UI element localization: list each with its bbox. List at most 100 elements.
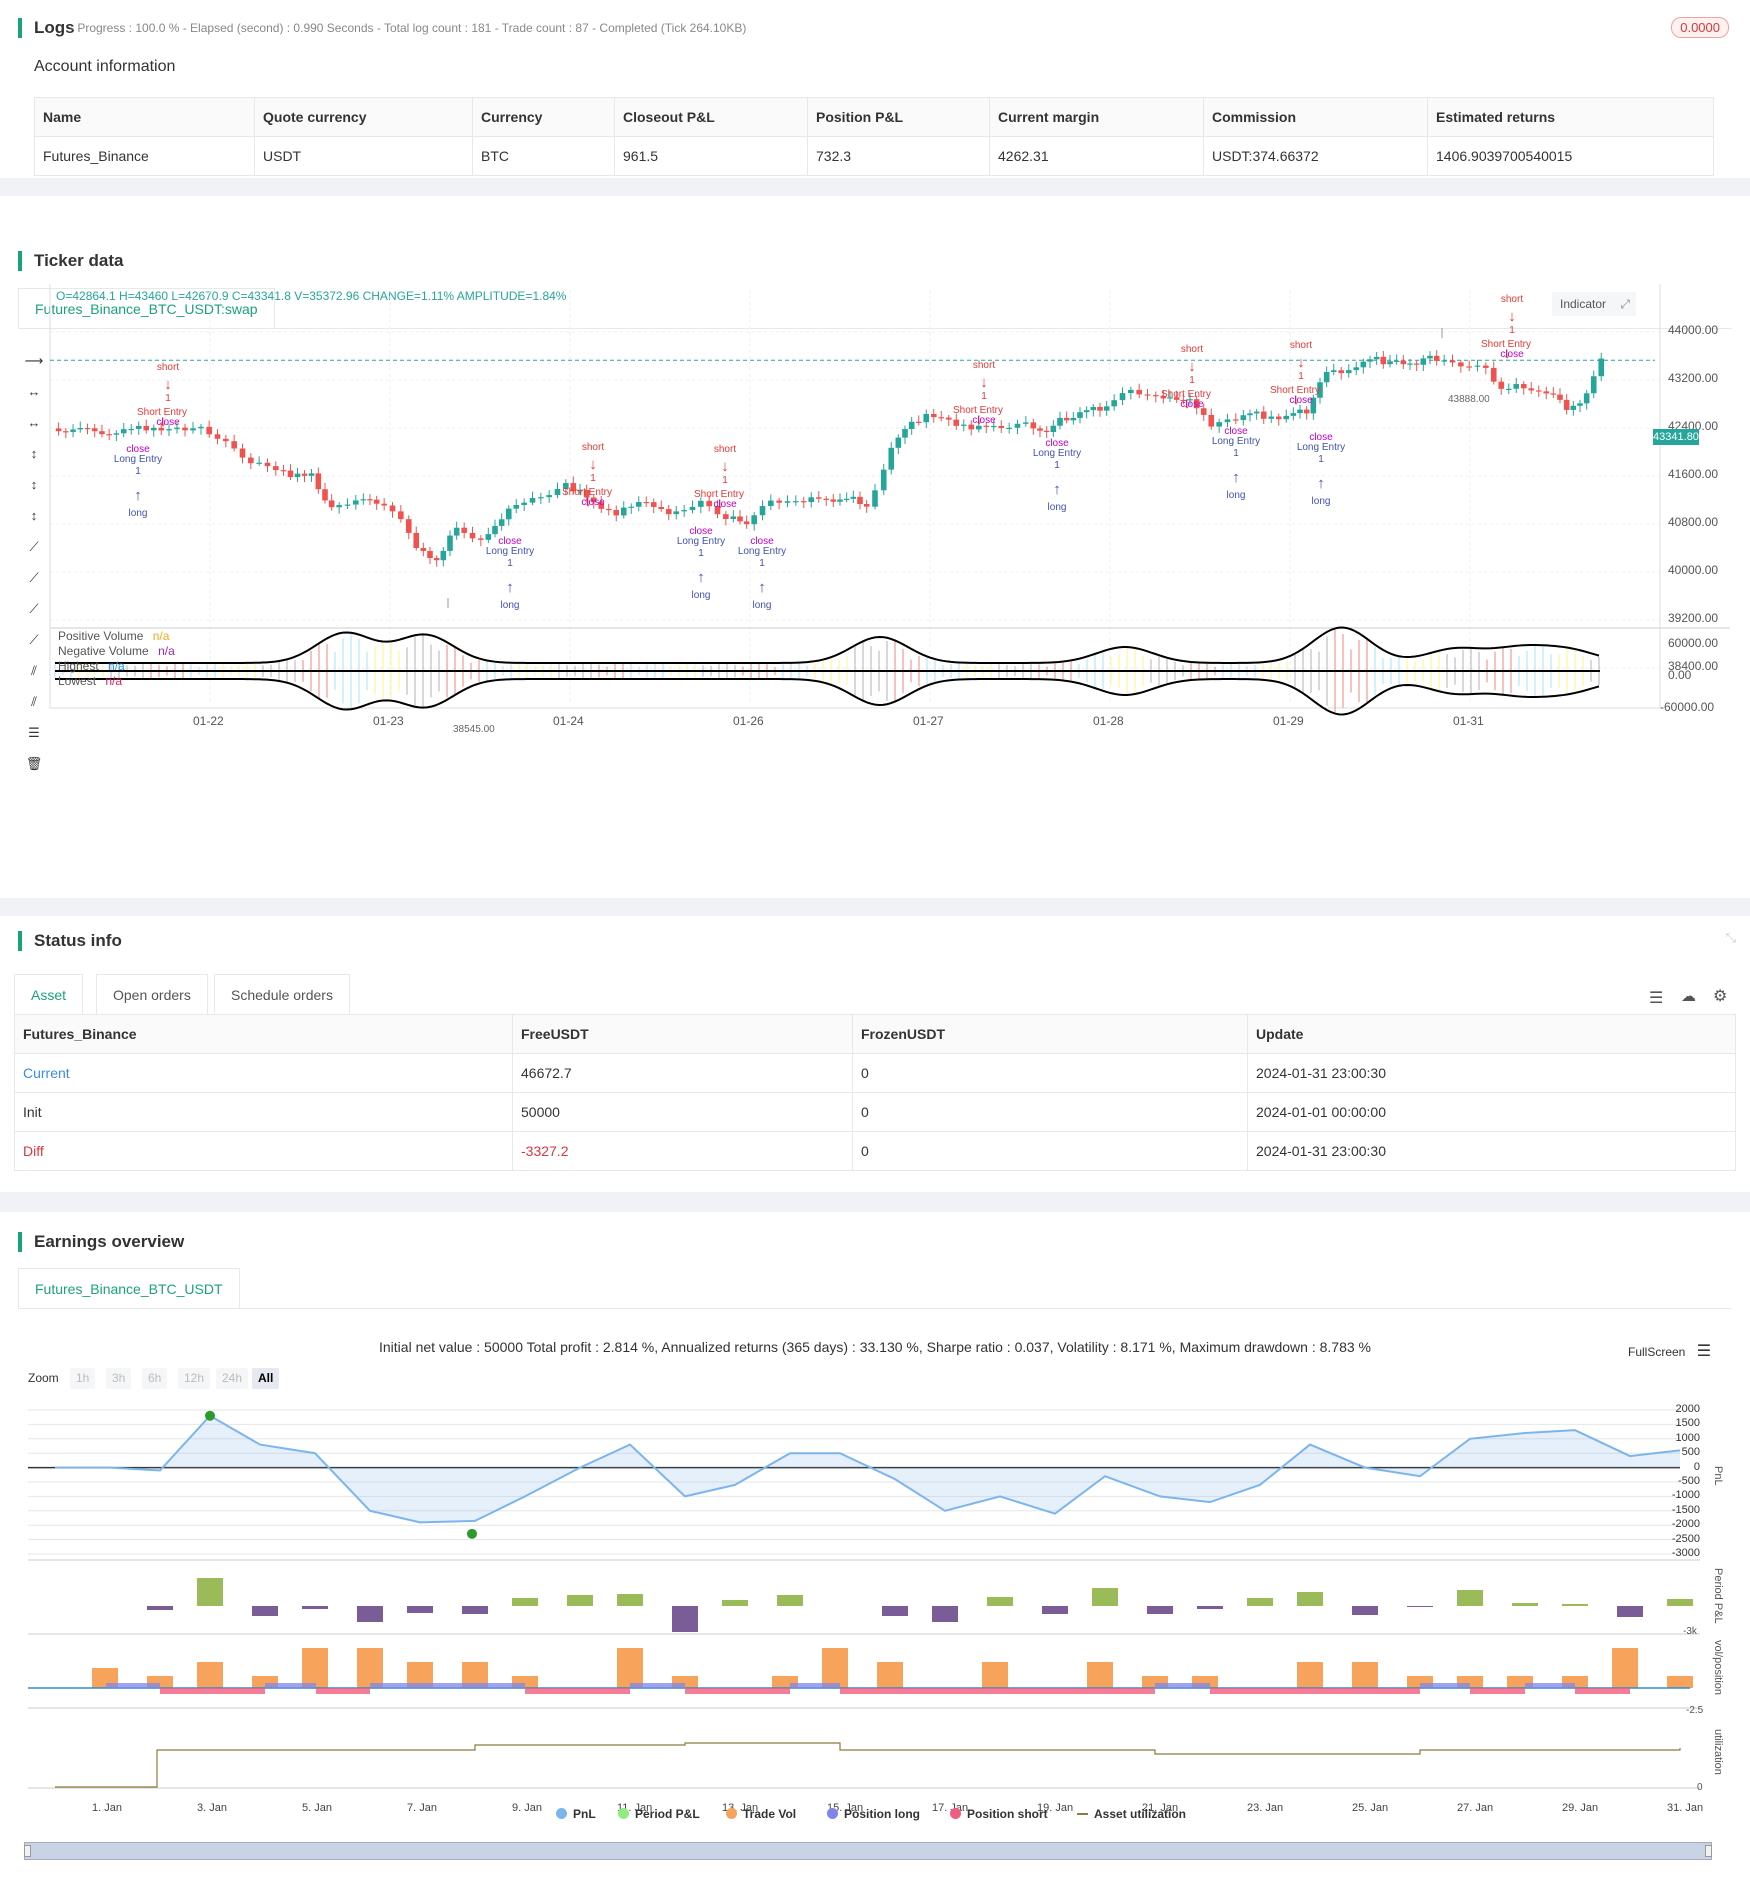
trade-vol-bar: [197, 1662, 223, 1688]
parallel-channel-icon[interactable]: ⫽: [31, 663, 37, 678]
earnings-chart[interactable]: [0, 1390, 1750, 1890]
tab-schedule-orders[interactable]: Schedule orders: [214, 974, 350, 1014]
candle-body: [1173, 397, 1180, 400]
candle-body: [689, 506, 696, 511]
x-date-label: 19. Jan: [1037, 1802, 1074, 1814]
legend-highest: Highest n/a: [58, 659, 125, 673]
tab-asset[interactable]: Asset: [14, 974, 84, 1014]
account-cell: 4262.31: [989, 136, 1204, 176]
candle-body: [1070, 417, 1077, 421]
tab-ticker-symbol[interactable]: Futures_Binance_BTC_USDT:swap: [18, 288, 275, 328]
indicator-button[interactable]: Indicator ⤢: [1552, 292, 1636, 316]
trade-vol-bar: [1297, 1662, 1323, 1688]
asset-cell: 46672.7: [512, 1053, 853, 1093]
candle-body: [1433, 355, 1440, 361]
signal-label: Short Entry: [1161, 389, 1211, 400]
candle-body: [1103, 406, 1110, 411]
candle-body: [498, 519, 505, 526]
candle-body: [1037, 428, 1043, 431]
fib-channel-icon[interactable]: ⫽: [31, 694, 37, 709]
x-date-label: 21. Jan: [1142, 1802, 1179, 1814]
util-tick: 0: [1697, 1782, 1703, 1793]
candle-body: [673, 511, 680, 515]
fullscreen-button[interactable]: FullScreen ☰: [1628, 1343, 1712, 1360]
expand-icon[interactable]: ⤢: [1620, 297, 1630, 311]
cloud-download-icon[interactable]: ☁: [1681, 988, 1696, 1005]
legend-label: PnL: [573, 1807, 596, 1821]
signal-label: Short Entry: [137, 407, 187, 418]
list-icon[interactable]: ☰: [1649, 990, 1664, 1007]
legend-negative-volume: Negative Volume n/a: [58, 644, 175, 658]
candle-body: [1208, 414, 1215, 427]
zoom-3h[interactable]: 3h: [106, 1368, 132, 1389]
period-bar: [882, 1606, 908, 1616]
signal-label: Short Entry: [953, 405, 1003, 416]
collapse-icon[interactable]: ⤡: [1725, 930, 1736, 945]
signal-label: 1: [1189, 375, 1195, 386]
signal-label: close: [689, 526, 713, 537]
position-short-bar: [316, 1688, 370, 1694]
candle-body: [84, 427, 91, 430]
zoom-12h[interactable]: 12h: [178, 1368, 211, 1389]
price-tick: 40000.00: [1668, 563, 1719, 577]
tab-earnings-symbol[interactable]: Futures_Binance_BTC_USDT: [18, 1268, 240, 1308]
zoom-1h[interactable]: 1h: [70, 1368, 96, 1389]
account-header: Current margin: [989, 97, 1204, 137]
candle-body: [453, 527, 460, 536]
signal-label: 1: [1233, 448, 1239, 459]
candle-body: [469, 532, 476, 539]
candle-body: [135, 425, 142, 429]
candle-body: [1528, 388, 1535, 391]
trend-line-icon[interactable]: ⟋: [29, 539, 39, 554]
zoom-6h[interactable]: 6h: [142, 1368, 168, 1389]
period-bar: [407, 1606, 433, 1613]
candle-body: [1590, 376, 1597, 394]
trash-icon[interactable]: 🗑: [25, 756, 43, 771]
x-date-label: 5. Jan: [302, 1802, 332, 1814]
segment-line-icon[interactable]: ⟋: [29, 601, 39, 616]
fib-retracement-icon[interactable]: ☰: [28, 725, 40, 740]
candle-body: [328, 500, 335, 508]
vertical-segment-icon[interactable]: ↕: [30, 508, 38, 523]
earnings-summary: Initial net value : 50000 Total profit :…: [379, 1339, 1371, 1355]
menu-icon[interactable]: ☰: [1696, 1343, 1712, 1360]
legend-dot: [618, 1808, 629, 1819]
candle-body: [945, 417, 952, 420]
zoom-all[interactable]: All: [252, 1368, 280, 1389]
trade-vol-bar: [1087, 1662, 1113, 1688]
candle-body: [1393, 360, 1400, 362]
asset-utilization-line: [55, 1742, 1681, 1788]
vertical-ray-icon[interactable]: ↕: [30, 477, 38, 492]
navigator-handle-right[interactable]: [1705, 1845, 1712, 1857]
candle-body: [273, 466, 279, 471]
account-header: Position P&L: [807, 97, 990, 137]
arrow-down-icon: ↓: [1188, 358, 1196, 375]
vertical-line-icon[interactable]: ↕: [30, 446, 38, 461]
navigator-bar[interactable]: [24, 1842, 1712, 1860]
candle-body: [1043, 430, 1050, 432]
candle-body: [166, 429, 172, 431]
navigator-handle-left[interactable]: [24, 1845, 31, 1857]
date-tick: 01-31: [1453, 714, 1484, 728]
asset-header-row: Futures_Binance FreeUSDT FrozenUSDT Upda…: [14, 1014, 1736, 1054]
extended-line-icon[interactable]: ↔: [27, 415, 41, 430]
candle-body: [190, 428, 196, 431]
tab-open-orders[interactable]: Open orders: [96, 974, 208, 1014]
zoom-24h[interactable]: 24h: [216, 1368, 249, 1389]
settings-icon[interactable]: ⚙: [1713, 988, 1728, 1005]
price-line-icon[interactable]: ⟋: [29, 632, 39, 647]
candle-body: [1063, 417, 1070, 421]
asset-cell: 0: [852, 1092, 1248, 1132]
candle-body: [239, 448, 246, 458]
candle-body: [280, 470, 287, 472]
period-bar: [1092, 1588, 1118, 1606]
period-bar: [462, 1606, 488, 1614]
logs-panel: Logs - Progress : 100.0 % - Elapsed (sec…: [0, 0, 1750, 178]
candle-body: [63, 431, 69, 433]
horizontal-line-icon[interactable]: ⟶: [24, 353, 44, 368]
candle-body: [1275, 416, 1282, 420]
horizontal-ray-icon[interactable]: ↔: [27, 384, 41, 399]
ray-line-icon[interactable]: ⟋: [29, 570, 39, 585]
candle-body: [120, 429, 127, 434]
